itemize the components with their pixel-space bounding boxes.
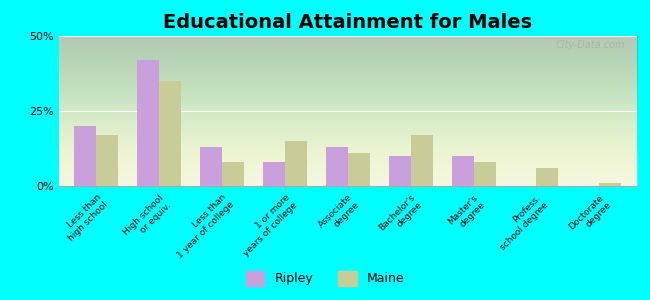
- Bar: [200, 147, 222, 186]
- Bar: [96, 135, 118, 186]
- Bar: [137, 60, 159, 186]
- Bar: [159, 81, 181, 186]
- Bar: [536, 168, 558, 186]
- Bar: [348, 153, 370, 186]
- Bar: [263, 162, 285, 186]
- Legend: Ripley, Maine: Ripley, Maine: [240, 266, 410, 291]
- Bar: [74, 126, 96, 186]
- Title: Educational Attainment for Males: Educational Attainment for Males: [163, 13, 532, 32]
- Bar: [389, 156, 411, 186]
- Bar: [326, 147, 348, 186]
- Bar: [473, 162, 495, 186]
- Bar: [222, 162, 244, 186]
- Bar: [411, 135, 433, 186]
- Bar: [452, 156, 473, 186]
- Bar: [599, 183, 621, 186]
- Text: City-Data.com: City-Data.com: [556, 40, 625, 50]
- Bar: [285, 141, 307, 186]
